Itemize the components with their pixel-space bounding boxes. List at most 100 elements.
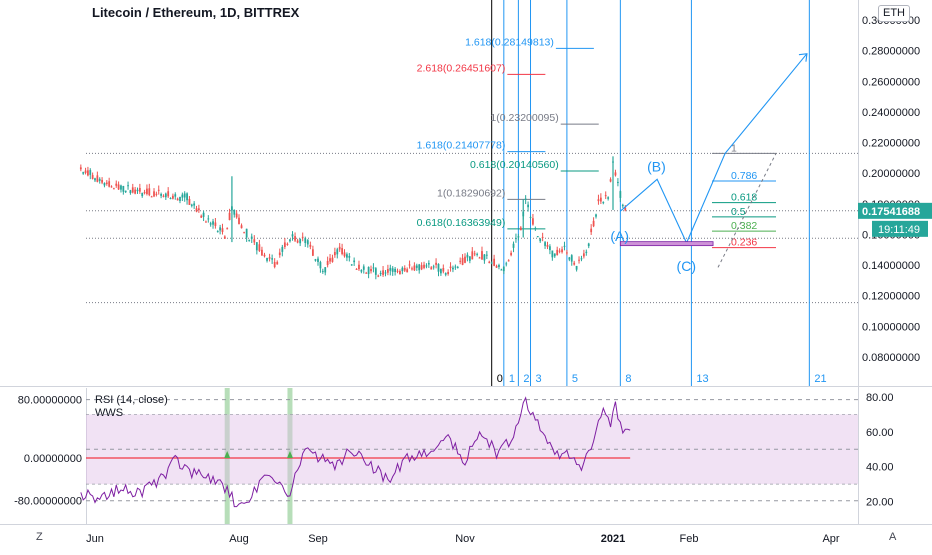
fib-extension-label-3: 0.5 xyxy=(731,206,746,218)
candle-body xyxy=(120,185,122,190)
candle-body xyxy=(621,204,624,207)
auto-scale-button[interactable]: A xyxy=(889,531,897,543)
candle-body xyxy=(532,218,534,225)
time-cycle-label-8: 8 xyxy=(625,373,631,385)
candle-body xyxy=(172,195,174,199)
candle-body xyxy=(174,194,177,197)
price-tick-label-8: 0.14000000 xyxy=(862,260,920,272)
candle-body xyxy=(466,254,469,258)
candle-body xyxy=(243,232,245,234)
candle-body xyxy=(360,270,363,272)
candle-body xyxy=(515,238,517,240)
candle-body xyxy=(437,263,440,272)
candle-body xyxy=(597,199,600,202)
price-tick-label-11: 0.08000000 xyxy=(862,352,920,364)
candle-body xyxy=(454,266,457,268)
candle-body xyxy=(336,249,339,255)
fib-label-5: 1(0.18290692) xyxy=(437,187,505,199)
candle-body xyxy=(195,208,198,212)
candle-body xyxy=(590,228,593,233)
candle-body xyxy=(312,249,314,256)
time-cycle-label-1: 1 xyxy=(509,373,515,385)
candle-body xyxy=(386,269,389,273)
candle-body xyxy=(566,252,568,254)
rsi-marker-1 xyxy=(286,451,293,458)
fib-label-0: 1.618(0.28149813) xyxy=(465,36,554,48)
candle-body xyxy=(459,260,462,262)
candle-body xyxy=(481,251,483,260)
candle-body xyxy=(223,236,226,239)
candle-body xyxy=(304,238,307,243)
last-price-label: 0.17541688 xyxy=(862,206,920,218)
countdown-label: 19:11:49 xyxy=(878,224,920,236)
candle-body xyxy=(624,207,627,211)
currency-button[interactable]: ETH xyxy=(878,5,910,22)
rsi-right-tick-label-3: 20.00 xyxy=(866,497,894,509)
candle-body xyxy=(176,198,179,201)
candle-body xyxy=(299,239,302,244)
time-cycle-label-5: 5 xyxy=(572,373,578,385)
candle-body xyxy=(101,179,103,183)
candle-body xyxy=(258,244,261,251)
candle-body xyxy=(338,246,341,250)
candle-body xyxy=(561,249,563,253)
candle-body xyxy=(296,240,299,243)
candle-body xyxy=(362,266,365,270)
wave-label-0: (A) xyxy=(610,228,629,244)
rsi-right-tick-label-0: 80.00 xyxy=(866,392,894,404)
candle-body xyxy=(286,243,289,245)
candle-body xyxy=(193,203,196,206)
candle-body xyxy=(573,262,576,265)
candle-body xyxy=(350,264,353,266)
time-cycle-label-13: 13 xyxy=(696,373,708,385)
candle-body xyxy=(329,258,331,262)
candle-body xyxy=(263,254,266,257)
timezone-z-button[interactable]: Z xyxy=(36,531,43,543)
candle-body xyxy=(551,250,554,258)
time-tick-label-6: Apr xyxy=(822,533,839,545)
candle-body xyxy=(197,208,200,211)
projection-arrowhead xyxy=(798,53,808,62)
candle-body xyxy=(399,271,401,275)
candle-body xyxy=(391,268,394,272)
candle-body xyxy=(343,252,346,257)
candle-body xyxy=(117,184,120,190)
candle-body xyxy=(200,215,203,218)
candle-body xyxy=(558,250,561,252)
candle-body xyxy=(261,249,263,256)
candle-body xyxy=(425,265,428,267)
candle-body xyxy=(432,266,435,268)
candle-body xyxy=(314,259,317,261)
candle-body xyxy=(476,253,479,255)
fib-extension-label-2: 0.618 xyxy=(731,192,757,204)
candle-body xyxy=(488,261,491,263)
fib-label-2: 1(0.23200095) xyxy=(490,112,558,124)
price-tick-label-4: 0.22000000 xyxy=(862,138,920,150)
candle-body xyxy=(127,185,129,187)
rsi-right-tick-label-1: 60.00 xyxy=(866,427,894,439)
candle-body xyxy=(169,198,172,200)
candle-body xyxy=(245,228,248,238)
candle-body xyxy=(372,267,375,269)
candle-body xyxy=(278,252,281,256)
rsi-legend: RSI (14, close) WWS xyxy=(95,394,168,420)
candle-body xyxy=(105,182,108,184)
candle-body xyxy=(248,240,251,242)
candle-body xyxy=(205,221,207,223)
candle-body xyxy=(568,257,571,260)
fib-label-6: 0.618(0.16363949) xyxy=(417,217,506,229)
candle-body xyxy=(84,170,87,173)
candle-body xyxy=(367,266,370,275)
candle-body xyxy=(483,254,486,261)
time-cycle-label-21: 21 xyxy=(814,373,826,385)
candle-body xyxy=(253,239,256,243)
candle-body xyxy=(317,258,319,262)
candle-body xyxy=(456,266,459,268)
candle-body xyxy=(461,257,464,265)
candle-body xyxy=(160,193,162,196)
candle-body xyxy=(250,236,253,239)
candle-body xyxy=(406,269,409,273)
countdown-tag xyxy=(872,220,928,237)
chart-title: Litecoin / Ethereum, 1D, BITTREX xyxy=(92,5,300,20)
